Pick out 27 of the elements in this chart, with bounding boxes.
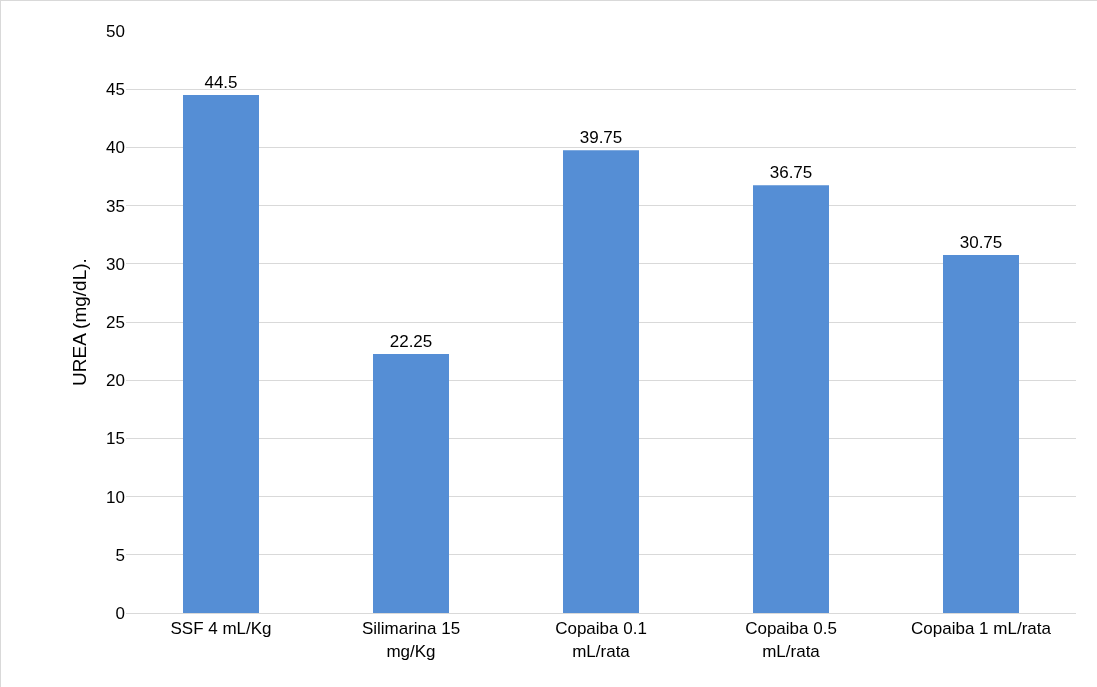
- y-tick-label: 40: [106, 138, 125, 158]
- y-tick-label: 50: [106, 21, 125, 41]
- data-label: 30.75: [959, 233, 1003, 253]
- y-tick-label: 30: [106, 254, 125, 274]
- y-axis-title: UREA (mg/dL).: [68, 258, 90, 386]
- y-tick-label: 15: [106, 429, 125, 449]
- y-tick-label: 25: [106, 312, 125, 332]
- data-label: 44.5: [204, 73, 238, 93]
- data-label: 39.75: [579, 128, 623, 148]
- x-tick-label: Copaiba 1 mL/rata: [911, 619, 1052, 639]
- y-tick-label: 0: [115, 603, 125, 623]
- x-tick-label: SSF 4 mL/Kg: [170, 619, 272, 639]
- bar: [943, 255, 1019, 613]
- y-tick-label: 45: [106, 80, 125, 100]
- y-tick-label: 10: [106, 487, 125, 507]
- x-tick-label: Copaiba 0.1 mL/rata: [555, 619, 647, 661]
- data-label: 36.75: [769, 163, 813, 183]
- y-tick-label: 35: [106, 196, 125, 216]
- data-label: 22.25: [389, 332, 433, 352]
- y-tick-label: 20: [106, 371, 125, 391]
- y-tick-label: 5: [115, 545, 125, 565]
- bar: [373, 354, 449, 613]
- bar: [183, 95, 259, 613]
- bar: [563, 150, 639, 613]
- x-tick-label: Silimarina 15 mg/Kg: [361, 619, 461, 661]
- bar: [753, 185, 829, 613]
- x-tick-label: Copaiba 0.5 mL/rata: [745, 619, 837, 661]
